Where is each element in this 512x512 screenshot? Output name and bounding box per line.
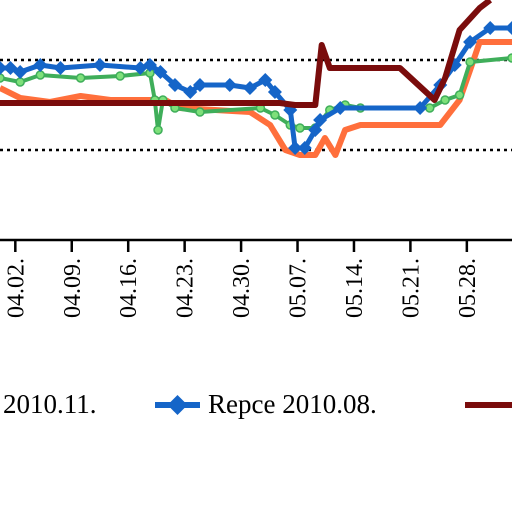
marker <box>440 95 450 105</box>
marker <box>13 65 28 79</box>
marker <box>153 65 168 79</box>
marker <box>270 110 280 120</box>
marker <box>0 73 5 83</box>
marker <box>183 85 198 99</box>
marker <box>288 141 303 155</box>
series-line <box>0 39 512 158</box>
marker <box>413 101 428 115</box>
marker <box>483 21 498 35</box>
marker <box>195 107 205 117</box>
x-tick-label: 04.30. <box>229 258 255 318</box>
x-tick-label: 05.14. <box>342 258 368 318</box>
marker <box>115 71 125 81</box>
series-line <box>0 0 493 108</box>
marker <box>167 78 182 92</box>
marker <box>142 58 157 72</box>
marker <box>192 78 207 92</box>
marker <box>463 35 478 49</box>
legend-marker <box>167 395 188 415</box>
marker <box>222 78 237 92</box>
marker <box>33 58 48 72</box>
legend-label: Repce 2010.08. <box>208 389 377 419</box>
marker <box>313 113 328 127</box>
marker <box>15 77 25 87</box>
marker <box>92 58 107 72</box>
marker <box>295 123 305 133</box>
x-tick-label: 04.02. <box>3 258 29 318</box>
marker <box>267 85 282 99</box>
marker <box>333 101 348 115</box>
marker <box>53 61 68 75</box>
marker <box>297 141 312 155</box>
x-tick-label: 05.07. <box>286 258 312 318</box>
x-tick-label: 04.23. <box>173 258 199 318</box>
marker <box>153 125 163 135</box>
marker <box>507 53 512 63</box>
marker <box>35 70 46 80</box>
x-tick-label: 05.28. <box>455 258 481 318</box>
marker <box>505 21 512 35</box>
marker <box>454 90 465 100</box>
x-tick-label: 05.21. <box>398 258 424 318</box>
marker <box>242 81 257 95</box>
x-tick-label: 04.16. <box>116 258 142 318</box>
marker <box>75 73 86 83</box>
x-tick-label: 04.09. <box>60 258 86 318</box>
marker <box>465 57 475 67</box>
legend-label: 2010.11. <box>3 389 97 419</box>
marker <box>258 73 273 87</box>
marker <box>308 123 323 137</box>
